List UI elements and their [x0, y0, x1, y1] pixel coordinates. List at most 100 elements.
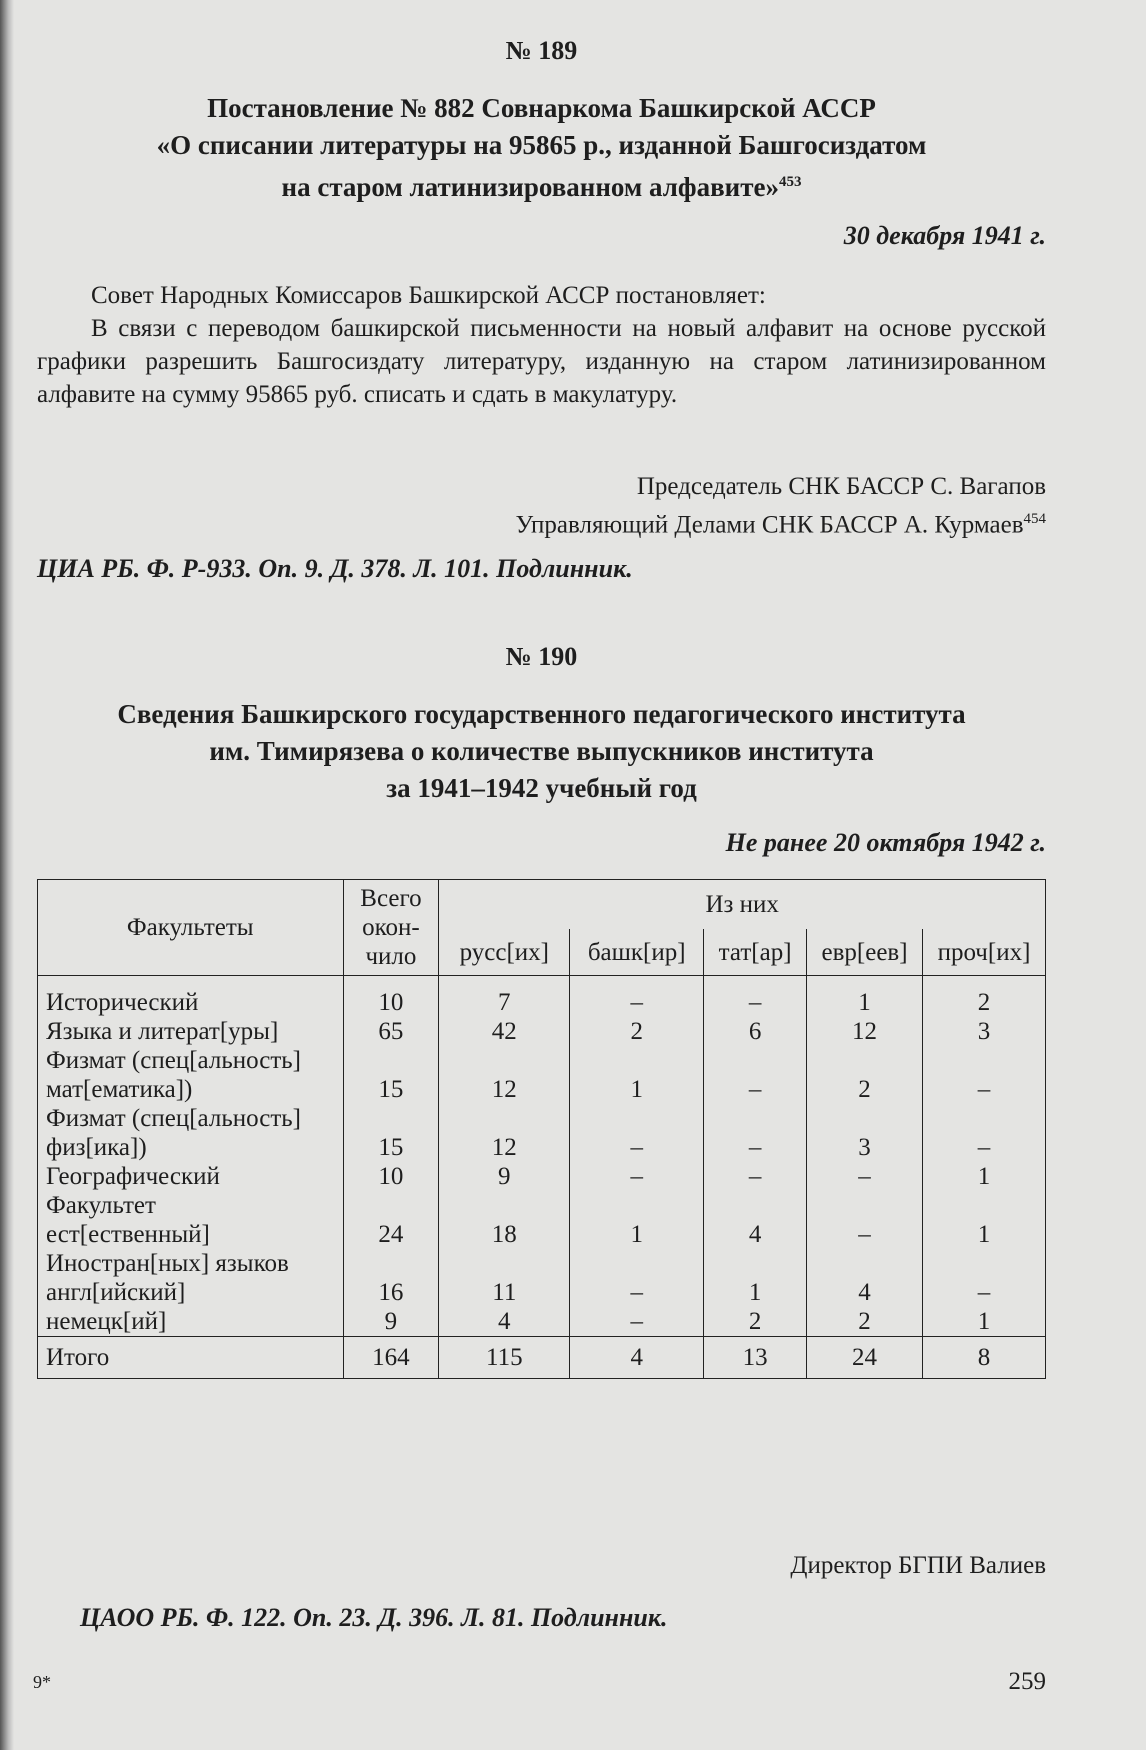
header-cell: тат[ар] — [703, 928, 808, 976]
signature: Председатель СНК БАССР С. Вагапов — [636, 473, 1046, 500]
label-line: Языка и литерат[уры] — [46, 1018, 279, 1045]
faculty-cell: Иностран[ных] языков англ[ийский] — [37, 1249, 344, 1307]
value-cell: 2 — [703, 1307, 808, 1337]
value-cell: 10 — [342, 1162, 440, 1191]
signature: Директор БГПИ Валиев — [790, 1552, 1046, 1579]
label-line: мат[ематика]) — [46, 1076, 193, 1103]
value-cell: 13 — [703, 1336, 808, 1379]
source: ЦАОО РБ. Ф. 122. Оп. 23. Д. 396. Л. 81. … — [80, 1603, 668, 1632]
value-cell: 7 — [438, 975, 571, 1017]
table-row: Исторический 10 7– –1 2 — [37, 975, 1046, 1017]
label-line: ест[ественный] — [46, 1221, 210, 1248]
value-cell: 1 — [922, 1191, 1046, 1249]
value-cell: – — [922, 1046, 1046, 1104]
doc-number: № 190 — [505, 642, 578, 671]
value-cell: 65 — [342, 1017, 440, 1046]
value-cell: – — [703, 1046, 808, 1104]
header-cell: русс[их] — [438, 928, 571, 976]
table-row: Факультет ест[ественный] 24 18 1 4–1 — [37, 1191, 1046, 1249]
value-cell: 2 — [806, 1046, 924, 1104]
value-cell: 10 — [342, 975, 440, 1017]
value-cell: 2 — [569, 1017, 705, 1046]
value-cell: 2 — [806, 1307, 924, 1337]
header-line: Всего — [360, 885, 422, 912]
page-number: 259 — [1008, 1668, 1047, 1695]
page-edge — [0, 0, 14, 1750]
title-line: «О списании литературы на 95865 р., изда… — [156, 130, 927, 160]
header-line: чило — [365, 943, 417, 970]
value-cell: – — [922, 1104, 1046, 1162]
value-cell: 3 — [922, 1017, 1046, 1046]
footnote-ref: 454 — [1023, 511, 1047, 527]
graduates-table: Факультеты Всего окон-чило Из них русс[их… — [37, 879, 1046, 1379]
value-cell: 1 — [806, 975, 924, 1017]
value-cell: 1 — [922, 1162, 1046, 1191]
value-cell: – — [569, 1249, 705, 1307]
label-line: Факультет — [46, 1192, 156, 1219]
title-line: за 1941–1942 учебный год — [386, 773, 697, 803]
doc-date: 30 декабря 1941 г. — [843, 221, 1046, 250]
value-cell: 15 — [342, 1046, 440, 1104]
label-line: Физмат (спец[альность] — [46, 1105, 301, 1132]
label-line: немецк[ий] — [46, 1308, 167, 1335]
value-cell: 1 — [922, 1307, 1046, 1337]
value-cell: 12 — [438, 1046, 571, 1104]
faculty-cell: Факультет ест[ественный] — [37, 1191, 344, 1249]
value-cell: 3 — [806, 1104, 924, 1162]
signature: Управляющий Делами СНК БАССР А. Курмаев4… — [37, 503, 1046, 541]
value-cell: 12 — [438, 1104, 571, 1162]
value-cell: 9 — [438, 1162, 571, 1191]
table-row: немецк[ий] 9 4–2 2 1 — [37, 1307, 1046, 1337]
source: ЦИА РБ. Ф. Р-933. Оп. 9. Д. 378. Л. 101.… — [37, 554, 633, 583]
value-cell: – — [806, 1162, 924, 1191]
faculty-cell: Физмат (спец[альность] физ[ика]) — [37, 1104, 344, 1162]
paragraph: В связи с переводом башкирской письменно… — [37, 315, 1046, 408]
doc-date: Не ранее 20 октября 1942 г. — [725, 828, 1046, 857]
header-cell: Из них — [438, 879, 1046, 929]
value-cell: 8 — [922, 1336, 1046, 1379]
signatures: Председатель СНК БАССР С. Вагапов Управл… — [37, 470, 1046, 541]
value-cell: 4 — [438, 1307, 571, 1337]
value-cell: 4 — [703, 1191, 808, 1249]
faculty-cell: Географический — [37, 1162, 344, 1191]
value-cell: 2 — [922, 975, 1046, 1017]
total-row: Итого 164 115 4 13 24 8 — [37, 1336, 1046, 1379]
table-row: Географический 10 9– – –1 — [37, 1162, 1046, 1191]
value-cell: 15 — [342, 1104, 440, 1162]
value-cell: 1 — [569, 1046, 705, 1104]
paragraph: Совет Народных Комиссаров Башкирской АСС… — [91, 282, 766, 309]
doc-number: № 189 — [505, 36, 578, 65]
table-row: Иностран[ных] языков англ[ийский] 16 11–1 4– — [37, 1249, 1046, 1307]
faculty-cell: Физмат (спец[альность] мат[ематика]) — [37, 1046, 344, 1104]
value-cell: 16 — [342, 1249, 440, 1307]
label-line: Физмат (спец[альность] — [46, 1047, 301, 1074]
faculty-cell: Исторический — [37, 975, 344, 1017]
header-cell: евр[еев] — [806, 928, 924, 976]
title-line: на старом латинизированном алфавите»453 — [37, 164, 1046, 206]
title-line: им. Тимирязева о количестве выпускников … — [209, 736, 874, 766]
table-wrap: Факультеты Всего окон-чило Из них русс[их… — [37, 879, 1046, 1379]
title-text: на старом латинизированном алфавите» — [281, 172, 779, 202]
value-cell: – — [922, 1249, 1046, 1307]
value-cell: – — [703, 975, 808, 1017]
label-line: Географический — [46, 1163, 220, 1190]
value-cell: – — [806, 1191, 924, 1249]
value-cell: – — [569, 975, 705, 1017]
signature-text: Управляющий Делами СНК БАССР А. Курмаев — [515, 511, 1024, 539]
value-cell: – — [569, 1162, 705, 1191]
signature-mark: 9* — [33, 1672, 51, 1692]
value-cell: 18 — [438, 1191, 571, 1249]
footnote-ref: 453 — [778, 174, 802, 190]
header-cell: Факультеты — [37, 879, 344, 976]
label-line: Иностран[ных] языков — [46, 1250, 289, 1277]
label-line: Исторический — [46, 989, 199, 1016]
value-cell: – — [703, 1162, 808, 1191]
table-row: Языка и литерат[уры] 65 42 2 6 12 3 — [37, 1017, 1046, 1046]
value-cell: 1 — [569, 1191, 705, 1249]
header-cell: башк[ир] — [569, 928, 705, 976]
table-row: Физмат (спец[альность] физ[ика]) 15 12– –3– — [37, 1104, 1046, 1162]
value-cell: 9 — [342, 1307, 440, 1337]
value-cell: 24 — [806, 1336, 924, 1379]
label-line: англ[ийский] — [46, 1279, 186, 1306]
